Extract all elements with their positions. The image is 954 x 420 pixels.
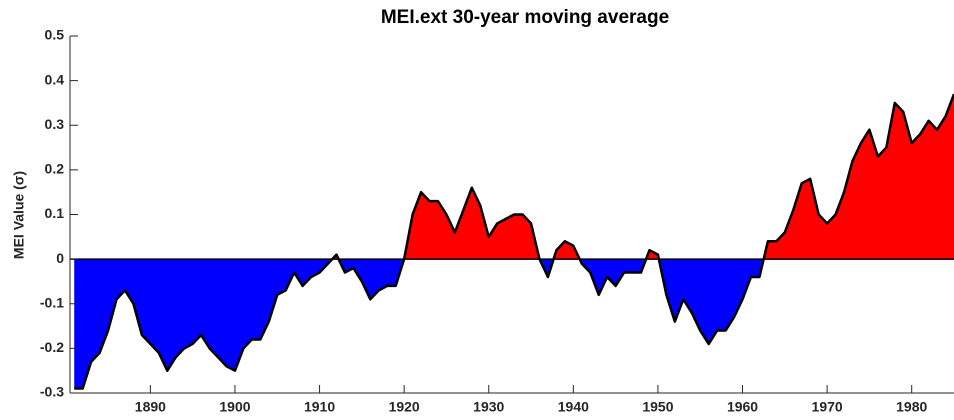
y-tick-label: 0.1 [45,205,65,221]
x-tick-label: 1910 [304,399,335,415]
y-tick-label: 0 [56,250,64,266]
negative-area [74,259,954,389]
y-tick-label: 0.4 [45,71,65,87]
y-tick-label: 0.2 [45,161,65,177]
y-tick-label: -0.3 [40,384,64,400]
y-tick-label: -0.1 [40,294,64,310]
x-tick-label: 1930 [473,399,504,415]
y-tick-label: 0.3 [45,116,65,132]
y-tick-label: 0.5 [45,27,65,43]
x-tick-label: 1890 [135,399,166,415]
x-tick-label: 1970 [812,399,843,415]
x-tick-label: 1940 [558,399,589,415]
x-tick-label: 1980 [896,399,927,415]
x-tick-label: 1960 [727,399,758,415]
x-tick-label: 1950 [642,399,673,415]
x-tick-label: 1900 [219,399,250,415]
chart-title: MEI.ext 30-year moving average [381,7,669,28]
x-tick-label: 1920 [389,399,420,415]
series-line [74,93,954,390]
positive-area [74,94,954,260]
y-axis-label: MEI Value (σ) [11,171,27,259]
y-tick-label: -0.2 [40,339,64,355]
